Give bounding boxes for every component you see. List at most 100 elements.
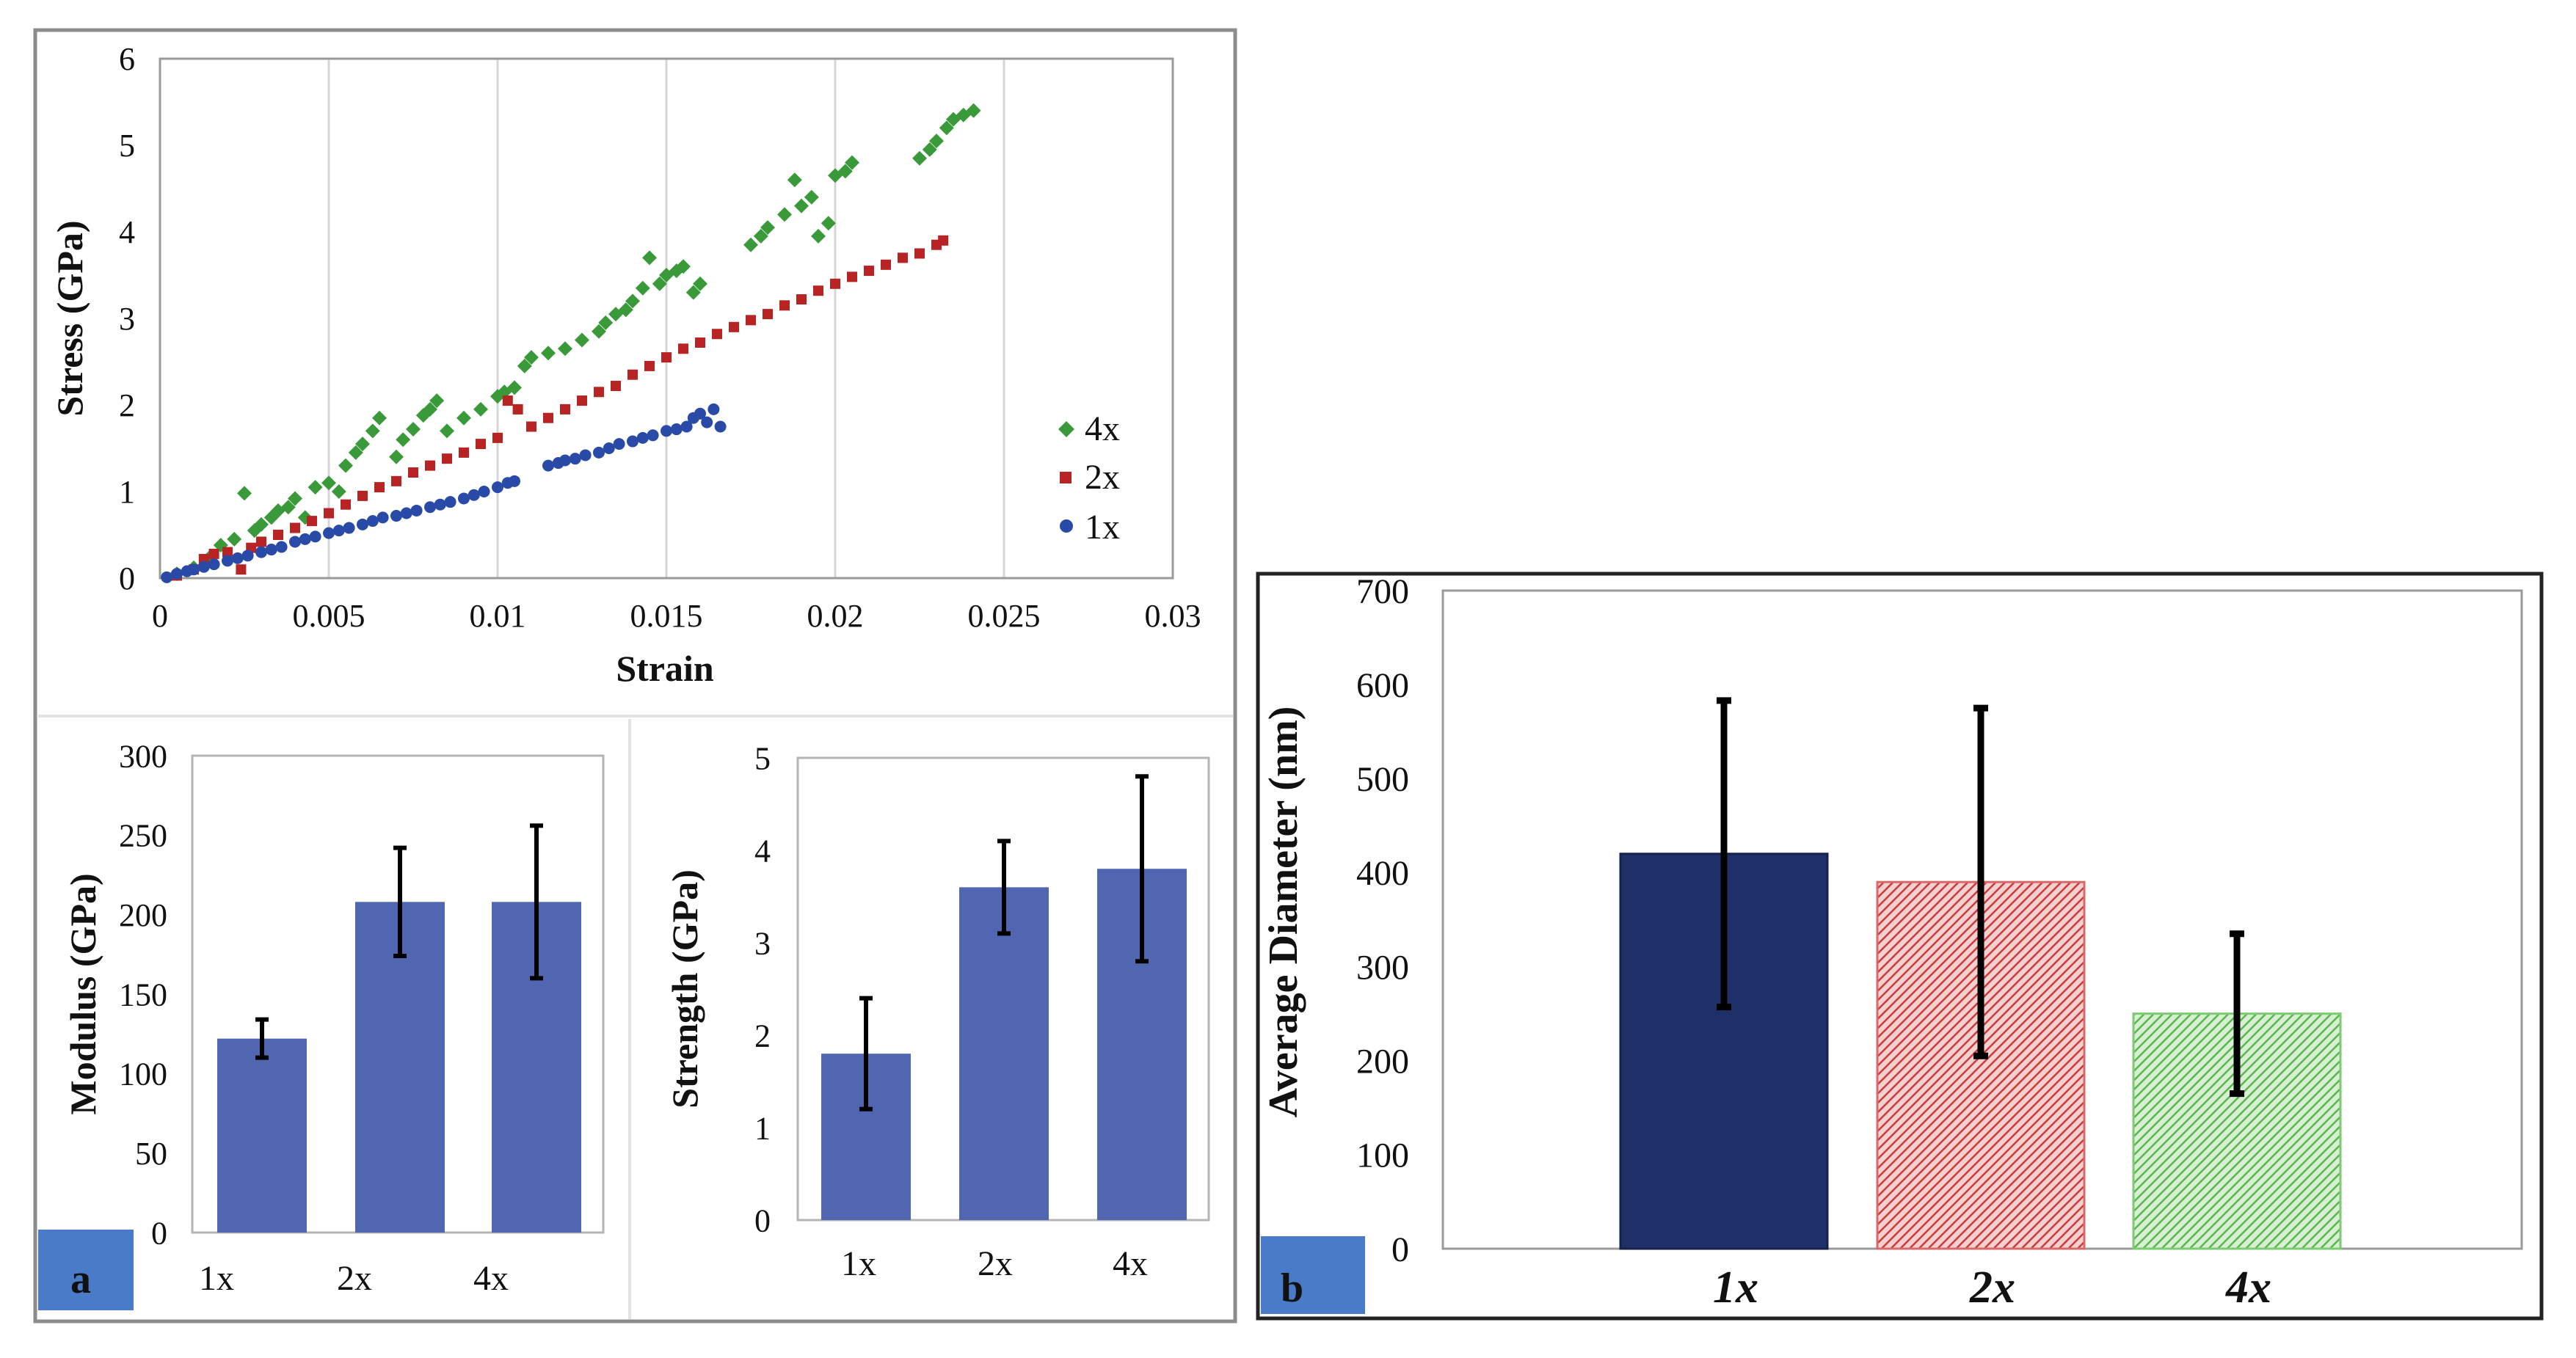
scatter-point-4x bbox=[280, 500, 296, 515]
scatter-point-2x bbox=[324, 508, 334, 519]
scatter-point-4x bbox=[676, 259, 691, 274]
strength-category-label-2x: 2x bbox=[978, 1244, 1013, 1283]
panel-a-badge-label: a bbox=[70, 1257, 91, 1302]
scatter-point-4x bbox=[558, 341, 572, 357]
legend-label-1x: 1x bbox=[1085, 508, 1120, 547]
scatter-point-1x bbox=[647, 429, 659, 442]
panel-b-badge bbox=[1261, 1236, 1365, 1314]
strength-y-tick-label: 1 bbox=[754, 1110, 771, 1146]
modulus-y-axis-label: Modulus (GPa) bbox=[62, 873, 103, 1114]
strength-y-tick-label: 4 bbox=[754, 833, 771, 869]
diameter-y-tick-label: 0 bbox=[1391, 1230, 1409, 1269]
scatter-point-2x bbox=[627, 369, 638, 380]
strength-y-tick-label: 0 bbox=[754, 1202, 771, 1238]
modulus-category-label-2x: 2x bbox=[337, 1259, 372, 1298]
scatter-point-4x bbox=[338, 458, 353, 473]
scatter-point-2x bbox=[678, 343, 688, 354]
scatter-point-1x bbox=[707, 403, 720, 415]
scatter-point-2x bbox=[881, 259, 891, 270]
scatter-point-4x bbox=[794, 198, 809, 213]
scatter-point-1x bbox=[376, 511, 389, 524]
scatter-point-2x bbox=[813, 285, 823, 296]
scatter-point-4x bbox=[355, 437, 370, 452]
scatter-point-4x bbox=[777, 207, 792, 222]
scatter-point-1x bbox=[241, 550, 254, 562]
scatter-point-4x bbox=[423, 401, 437, 417]
scatter-point-2x bbox=[779, 300, 790, 311]
diameter-y-tick-label: 400 bbox=[1356, 854, 1409, 893]
scatter-point-4x bbox=[922, 142, 937, 157]
scatter-point-1x bbox=[467, 489, 480, 501]
scatter-point-1x bbox=[323, 527, 335, 539]
scatter-point-4x bbox=[365, 423, 380, 439]
scatter-point-2x bbox=[695, 337, 705, 348]
scatter-point-2x bbox=[391, 475, 401, 486]
scatter-point-1x bbox=[275, 541, 288, 553]
scatter-point-1x bbox=[390, 510, 402, 522]
scatter-point-4x bbox=[308, 480, 323, 495]
scatter-point-1x bbox=[559, 454, 571, 467]
scatter-point-4x bbox=[396, 432, 411, 448]
scatter-point-1x bbox=[661, 425, 672, 437]
scatter-y-tick-label: 4 bbox=[119, 214, 135, 250]
scatter-point-1x bbox=[636, 431, 649, 444]
diameter-y-tick-label: 500 bbox=[1356, 760, 1409, 799]
scatter-point-4x bbox=[753, 228, 768, 244]
scatter-point-4x bbox=[787, 172, 802, 188]
scatter-point-4x bbox=[227, 531, 242, 547]
scatter-point-4x bbox=[406, 422, 421, 437]
diameter-y-tick-label: 100 bbox=[1356, 1136, 1409, 1175]
modulus-y-tick-label: 50 bbox=[135, 1136, 167, 1172]
scatter-point-1x bbox=[343, 522, 355, 534]
scatter-point-4x bbox=[288, 491, 302, 506]
strength-y-tick-label: 2 bbox=[754, 1018, 771, 1054]
scatter-point-2x bbox=[307, 516, 317, 527]
scatter-point-2x bbox=[442, 453, 452, 464]
modulus-y-tick-label: 200 bbox=[119, 897, 167, 933]
scatter-point-2x bbox=[526, 421, 536, 432]
scatter-point-2x bbox=[222, 547, 233, 558]
scatter-point-2x bbox=[502, 395, 513, 406]
scatter-point-1x bbox=[400, 507, 412, 519]
modulus-chart: 0 50 100 150 200 250 300 1x 2x 4x Modulus (GPa) bbox=[62, 738, 605, 1298]
scatter-point-1x bbox=[289, 536, 301, 548]
scatter-point-1x bbox=[231, 552, 244, 564]
scatter-point-1x bbox=[458, 492, 470, 505]
scatter-point-4x bbox=[845, 155, 859, 170]
scatter-point-2x bbox=[847, 271, 857, 282]
diameter-y-axis-label: Average Diameter (nm) bbox=[1261, 707, 1306, 1118]
scatter-point-2x bbox=[236, 564, 247, 575]
scatter-point-1x bbox=[434, 498, 446, 511]
scatter-point-1x bbox=[161, 571, 173, 583]
scatter-point-2x bbox=[763, 309, 773, 320]
legend-label-4x: 4x bbox=[1085, 409, 1120, 448]
scatter-point-1x bbox=[509, 475, 520, 487]
diameter-chart: 0 100 200 300 400 500 600 700 1x 2x 4x Average Dia… bbox=[1261, 572, 2523, 1313]
strength-category-label-4x: 4x bbox=[1113, 1244, 1148, 1283]
modulus-y-tick-label: 300 bbox=[119, 738, 167, 774]
scatter-point-2x bbox=[864, 266, 874, 277]
scatter-point-1x bbox=[444, 496, 456, 508]
diameter-category-label-2x: 2x bbox=[1969, 1263, 2015, 1313]
scatter-point-2x bbox=[492, 432, 503, 443]
scatter-point-4x bbox=[685, 285, 701, 300]
scatter-point-1x bbox=[197, 561, 210, 573]
diameter-category-label-1x: 1x bbox=[1713, 1263, 1758, 1313]
strength-y-tick-label: 3 bbox=[754, 925, 771, 961]
scatter-point-4x bbox=[804, 189, 819, 205]
strength-bar-2x bbox=[959, 887, 1049, 1220]
scatter-point-4x bbox=[541, 346, 556, 361]
scatter-x-axis-label: Strain bbox=[616, 648, 714, 689]
scatter-point-4x bbox=[912, 150, 927, 166]
diameter-y-tick-label: 200 bbox=[1356, 1043, 1409, 1081]
scatter-point-1x bbox=[424, 501, 436, 514]
scatter-point-2x bbox=[938, 235, 949, 246]
scatter-point-4x bbox=[348, 445, 363, 460]
panel-a-badge bbox=[38, 1230, 134, 1310]
scatter-x-tick-label: 0.03 bbox=[1145, 598, 1201, 634]
scatter-point-1x bbox=[603, 442, 615, 454]
scatter-point-2x bbox=[208, 548, 219, 559]
strength-y-axis-label: Strength (GPa) bbox=[664, 869, 705, 1108]
scatter-y-tick-label: 1 bbox=[119, 474, 135, 510]
